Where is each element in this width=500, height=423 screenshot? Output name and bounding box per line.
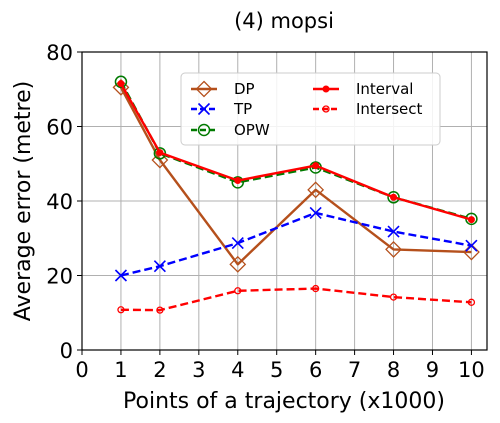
series-tp [114, 206, 478, 282]
data-point-interval [156, 149, 164, 157]
data-point-intersect [312, 284, 320, 293]
x-tick-label: 6 [309, 358, 322, 382]
data-point-tp [387, 225, 400, 238]
legend-label: TP [233, 100, 252, 118]
data-point-tp [465, 239, 478, 252]
data-point-interval [312, 162, 320, 170]
data-point-dp [463, 243, 480, 261]
data-point-interval [234, 177, 242, 185]
data-point-tp [309, 206, 322, 219]
legend-entry-intersect: Intersect [313, 100, 422, 118]
legend-entry-opw: OPW [191, 121, 270, 139]
series-interval [117, 80, 475, 224]
series-intersect [117, 284, 476, 314]
chart-title: (4) mopsi [234, 9, 334, 33]
x-tick-label: 1 [114, 358, 127, 382]
data-point-dp [151, 151, 169, 169]
x-tick-label: 2 [153, 358, 166, 382]
data-point-tp [231, 237, 244, 250]
legend-label: DP [234, 80, 255, 98]
data-point-dp [307, 181, 325, 199]
x-tick-label: 7 [348, 358, 361, 382]
y-tick-label: 20 [46, 265, 73, 289]
data-point-interval [390, 193, 398, 201]
data-point-intersect [156, 306, 164, 314]
legend-swatch-marker [322, 85, 330, 93]
legend: DP TP OPW Interval Intersect [180, 72, 441, 146]
data-point-opw [387, 191, 400, 204]
data-point-intersect [467, 298, 476, 306]
x-tick-label: 8 [387, 358, 400, 382]
data-point-interval [467, 216, 475, 224]
y-tick-label: 40 [46, 190, 73, 214]
y-tick-label: 0 [60, 339, 73, 363]
legend-entry-interval: Interval [313, 80, 413, 98]
data-point-intersect [117, 306, 125, 314]
y-tick-label: 60 [46, 116, 73, 140]
data-point-tp [114, 269, 128, 282]
data-point-dp [385, 241, 402, 258]
legend-label: OPW [234, 121, 270, 139]
data-point-intersect [389, 293, 398, 301]
legend-label: Interval [356, 80, 413, 98]
data-point-dp [229, 255, 247, 273]
x-tick-label: 4 [231, 358, 244, 382]
x-tick-label: 3 [192, 358, 205, 382]
legend-swatch-marker [197, 123, 211, 137]
x-tick-label: 9 [426, 358, 439, 382]
series-layer [112, 75, 480, 314]
series-line-interval [119, 83, 472, 221]
data-point-opw [114, 75, 128, 89]
y-tick-label: 80 [46, 41, 73, 65]
legend-swatch-marker [195, 80, 213, 98]
legend-swatch-marker [322, 105, 330, 113]
legend-entry-tp: TP [191, 100, 252, 118]
data-point-intersect [234, 287, 242, 295]
x-tick-label: 10 [458, 358, 485, 382]
plot-frame [81, 51, 488, 351]
legend-box [180, 72, 441, 146]
series-line-intersect [120, 287, 472, 312]
axes [77, 51, 488, 355]
data-point-tp [153, 260, 166, 273]
legend-swatch-marker [197, 102, 211, 116]
series-line-tp [120, 211, 472, 277]
x-axis-title: Points of a trajectory (x1000) [123, 389, 445, 414]
data-point-opw [231, 176, 245, 189]
x-tick-label: 5 [270, 358, 283, 382]
data-point-interval [117, 80, 125, 88]
legend-entry-dp: DP [191, 80, 255, 98]
x-tick-label: 0 [75, 358, 88, 382]
y-axis-title: Average error (metre) [11, 81, 36, 321]
legend-label: Intersect [356, 100, 422, 118]
tick-labels: 0 1 2 3 4 5 6 7 8 9 10 0 20 40 60 80 [46, 41, 485, 382]
